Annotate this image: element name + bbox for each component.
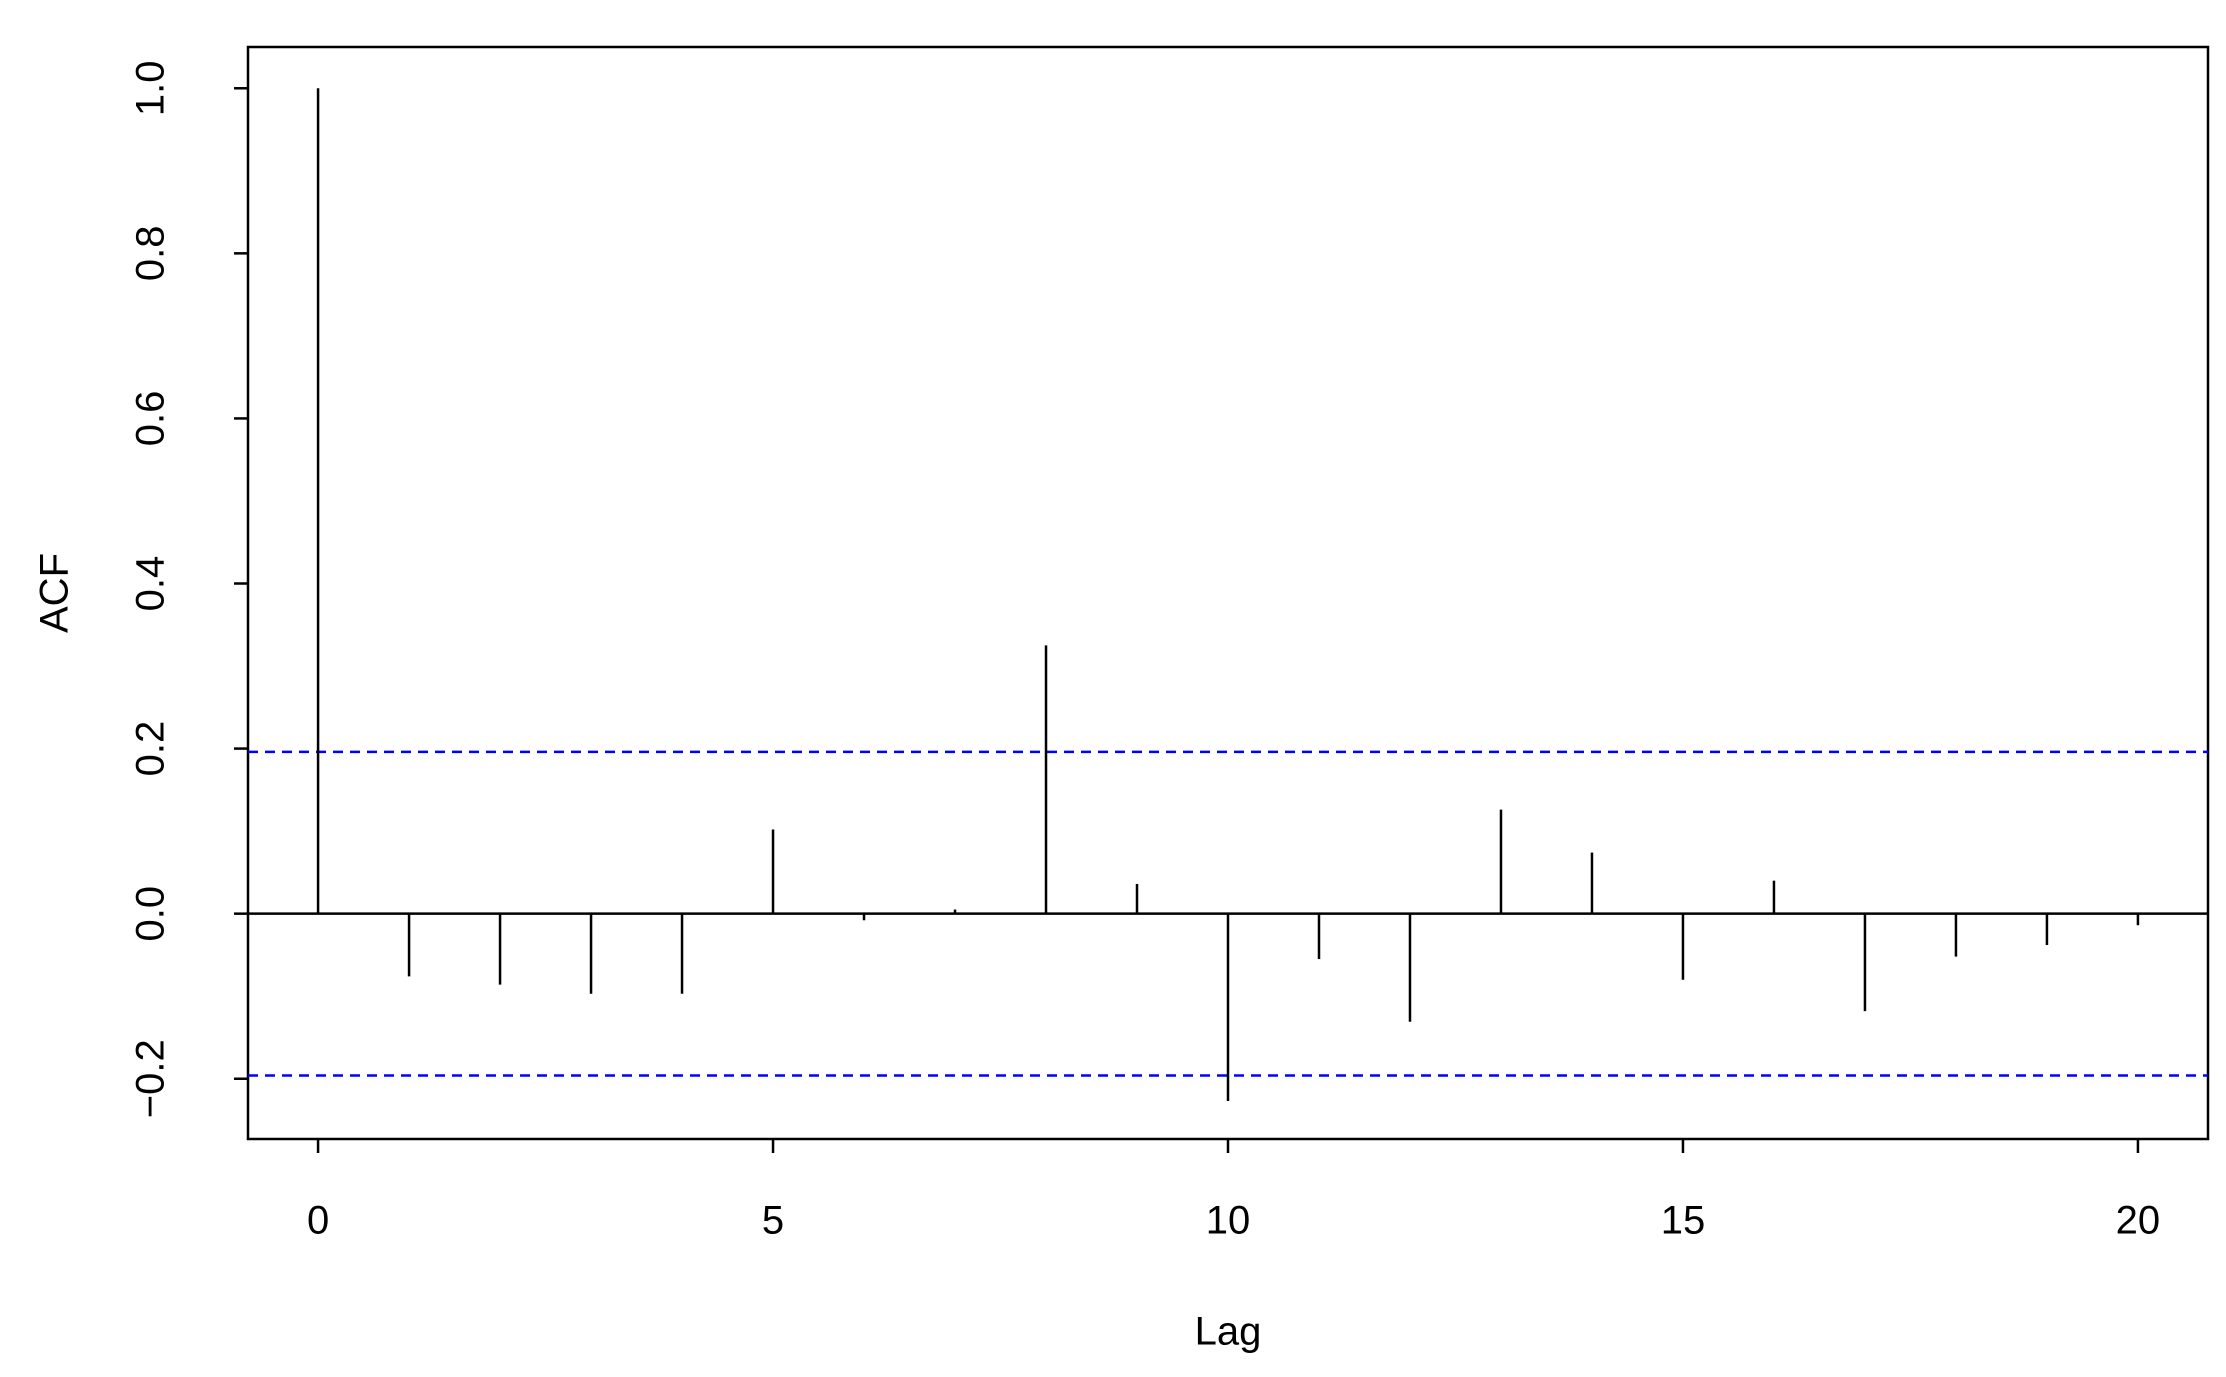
x-tick-label: 15 xyxy=(1661,1199,1706,1243)
y-axis-label: ACF xyxy=(33,553,77,633)
y-tick-label: 0.4 xyxy=(129,556,173,612)
y-tick-label: −0.2 xyxy=(129,1039,173,1118)
x-tick-label: 0 xyxy=(307,1199,329,1243)
y-tick-label: 1.0 xyxy=(129,60,173,116)
y-tick-label: 0.0 xyxy=(129,886,173,942)
x-axis-label: Lag xyxy=(1195,1310,1262,1354)
x-tick-label: 20 xyxy=(2116,1199,2161,1243)
y-tick-label: 0.8 xyxy=(129,226,173,282)
y-tick-label: 0.2 xyxy=(129,721,173,777)
x-tick-label: 10 xyxy=(1206,1199,1251,1243)
x-tick-label: 5 xyxy=(762,1199,784,1243)
y-tick-label: 0.6 xyxy=(129,391,173,447)
